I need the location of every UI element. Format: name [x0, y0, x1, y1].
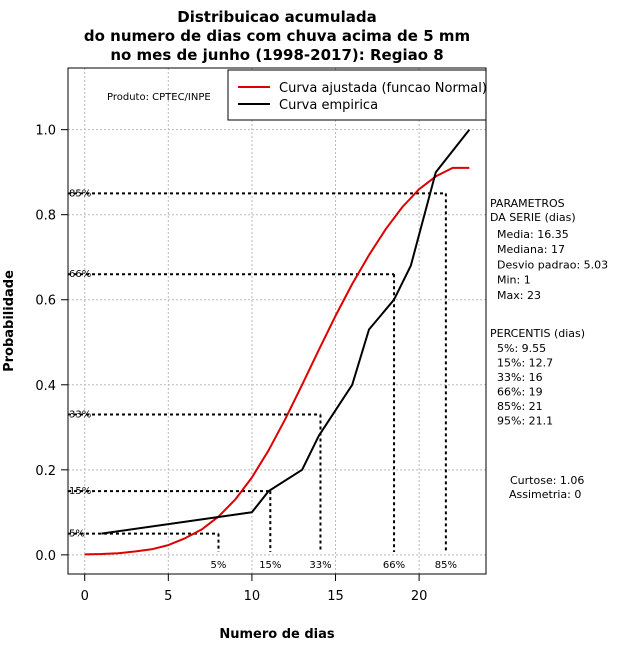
- x-tick-label-4: 20: [411, 589, 428, 604]
- chart-title-line-3: no mes de junho (1998-2017): Regiao 8: [110, 46, 443, 64]
- grid-lines: [68, 68, 486, 574]
- percentis-heading: PERCENTIS (dias): [490, 327, 585, 340]
- skewness-text: Assimetria: 0: [509, 488, 581, 501]
- percentile-x-label-66%: 66%: [383, 560, 405, 571]
- parameter-line-3: Min: 1: [497, 274, 531, 287]
- percentile-y-label-5%: 5%: [69, 529, 85, 540]
- y-tick-label-4: 0.8: [35, 209, 56, 224]
- legend-label-1: Curva empirica: [279, 98, 378, 113]
- parameter-line-2: Desvio padrao: 5.03: [497, 258, 608, 271]
- axes: 0 5 10 15 20 0.0 0.2 0.4 0.6 0.8 1.0 Numero de dias…: [2, 67, 487, 642]
- percentil-line-3: 66%: 19: [497, 386, 543, 399]
- legend-box: [227, 69, 487, 121]
- x-axis-title: Numero de dias: [219, 627, 335, 642]
- percentil-line-1: 15%: 12.7: [497, 357, 553, 370]
- percentile-x-label-15%: 15%: [259, 560, 281, 571]
- percentil-line-5: 95%: 21.1: [497, 415, 553, 428]
- fitted-normal-curve: [84, 166, 470, 556]
- y-tick-label-3: 0.6: [35, 294, 56, 309]
- parameters-heading-1: DA SERIE (dias): [490, 211, 576, 224]
- legend: Curva ajustada (funcao Normal) Curva empi…: [227, 69, 487, 121]
- percentil-line-4: 85%: 21: [497, 400, 543, 413]
- parameters-heading-0: PARAMETROS: [490, 197, 565, 210]
- percentile-y-label-33%: 33%: [69, 410, 91, 421]
- y-axis-title: Probabilidade: [2, 270, 17, 372]
- chart-title-line-1: Distribuicao acumulada: [177, 8, 376, 26]
- parameter-line-4: Max: 23: [497, 289, 541, 302]
- parameter-line-0: Media: 16.35: [497, 228, 569, 241]
- x-tick-label-1: 5: [164, 589, 172, 604]
- percentile-y-label-85%: 85%: [69, 188, 91, 199]
- x-tick-label-3: 15: [327, 589, 344, 604]
- y-tick-label-2: 0.4: [35, 379, 56, 394]
- x-tick-label-2: 10: [244, 589, 261, 604]
- percentile-x-label-85%: 85%: [435, 560, 457, 571]
- percentile-x-label-33%: 33%: [309, 560, 331, 571]
- chart-title-line-2: do numero de dias com chuva acima de 5 m…: [84, 27, 470, 45]
- percentil-line-2: 33%: 16: [497, 371, 543, 384]
- y-tick-label-5: 1.0: [35, 124, 56, 139]
- empirical-curve: [101, 129, 471, 535]
- percentil-line-0: 5%: 9.55: [497, 342, 546, 355]
- percentile-guide-lines: 5% 5% 15% 15% 33% 33% 66% 66% 85% 85%: [68, 188, 457, 571]
- legend-label-0: Curva ajustada (funcao Normal): [279, 81, 487, 96]
- y-tick-label-0: 0.0: [35, 549, 56, 564]
- x-tick-label-0: 0: [81, 589, 89, 604]
- y-tick-label-1: 0.2: [35, 464, 56, 479]
- kurtosis-text: Curtose: 1.06: [510, 474, 584, 487]
- plot-frame: [67, 67, 487, 575]
- parameter-line-1: Mediana: 17: [497, 243, 565, 256]
- series-lines: [84, 129, 471, 556]
- percentile-x-label-5%: 5%: [211, 560, 227, 571]
- percentile-y-label-66%: 66%: [69, 269, 91, 280]
- product-credit: Produto: CPTEC/INPE: [107, 92, 211, 103]
- percentile-y-label-15%: 15%: [69, 486, 91, 497]
